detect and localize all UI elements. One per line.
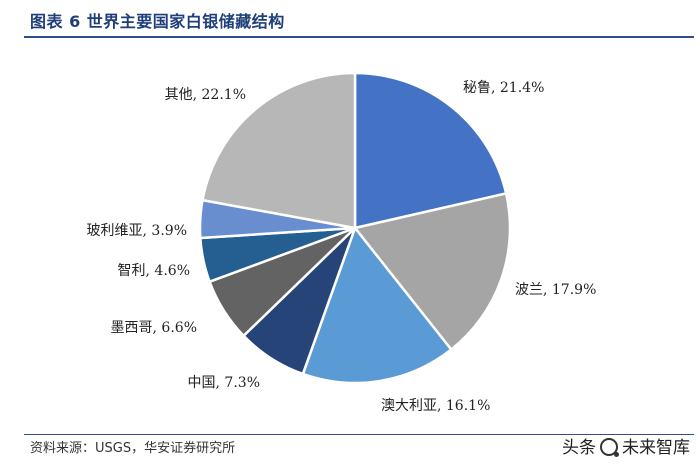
slice-label-1: 秘鲁, 21.4% xyxy=(463,80,544,96)
slice-label-6: 智利, 4.6% xyxy=(118,263,190,279)
pie-slice-3 xyxy=(301,226,453,385)
watermark: 头条 未来智库 xyxy=(562,433,690,458)
pie-slice-2 xyxy=(353,192,512,351)
at-icon xyxy=(600,437,619,457)
slice-label-8: 其他, 22.1% xyxy=(165,87,246,103)
pie-chart-svg: 秘鲁, 21.4% 波兰, 17.9% 澳大利亚, 16.1% 中国, 7.3% 墨西哥… xyxy=(87,71,596,414)
pie-slice-8 xyxy=(201,71,357,230)
footer-divider xyxy=(24,434,694,435)
slice-label-4: 中国, 7.3% xyxy=(188,375,260,391)
slice-label-7: 玻利维亚, 3.9% xyxy=(87,223,187,239)
chart-title: 图表 6 世界主要国家白银储藏结构 xyxy=(30,12,285,31)
watermark-text-left: 头条 xyxy=(562,438,596,458)
source-note: 资料来源：USGS，华安证券研究所 xyxy=(30,441,236,456)
slice-label-5: 墨西哥, 6.6% xyxy=(111,320,197,336)
title-divider xyxy=(24,36,694,38)
slice-label-3: 澳大利亚, 16.1% xyxy=(381,398,490,414)
pie-chart: 秘鲁, 21.4% 波兰, 17.9% 澳大利亚, 16.1% 中国, 7.3% 墨西哥… xyxy=(0,40,700,430)
watermark-text-right: 未来智库 xyxy=(622,438,690,458)
pie-slice-1 xyxy=(353,71,508,230)
slice-label-2: 波兰, 17.9% xyxy=(515,282,596,298)
